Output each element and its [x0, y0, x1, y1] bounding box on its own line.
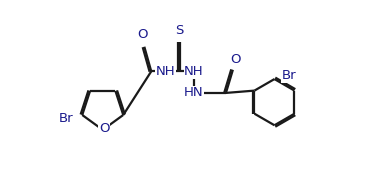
Text: HN: HN — [184, 86, 204, 99]
Text: O: O — [138, 28, 148, 41]
Text: O: O — [99, 122, 109, 135]
Text: S: S — [175, 24, 184, 37]
Text: Br: Br — [58, 112, 73, 125]
Text: NH: NH — [184, 65, 204, 78]
Text: NH: NH — [156, 65, 175, 78]
Text: O: O — [231, 53, 241, 66]
Text: Br: Br — [282, 70, 297, 82]
